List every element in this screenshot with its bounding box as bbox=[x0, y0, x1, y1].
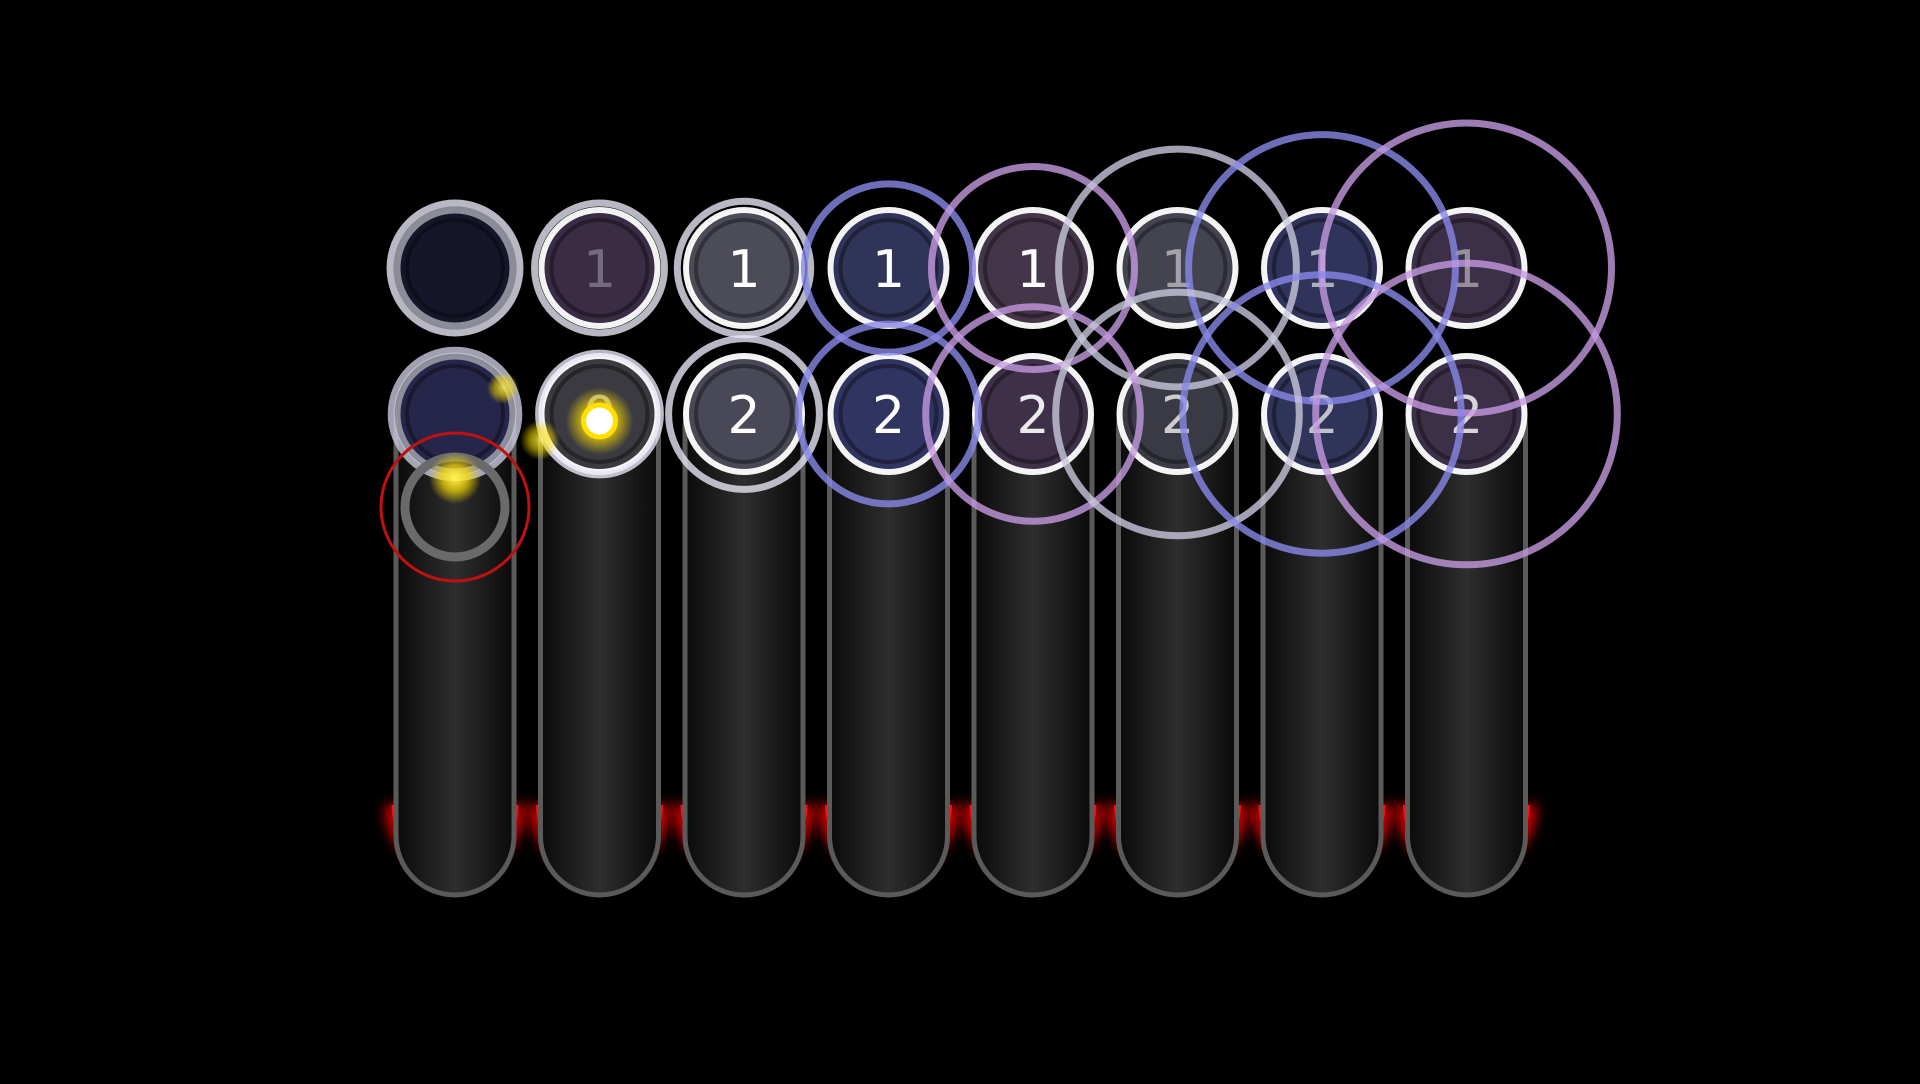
note-number-label: 2 bbox=[727, 386, 760, 446]
hit-spark bbox=[429, 452, 481, 504]
note-number-label: 2 bbox=[1016, 386, 1049, 446]
note-circle bbox=[827, 353, 950, 475]
note-bottom-5[interactable]: 2 bbox=[972, 353, 1094, 475]
note-number-label: 1 bbox=[872, 240, 905, 300]
approach-ring bbox=[928, 163, 1138, 373]
approach-ring bbox=[1318, 119, 1615, 417]
approach-ring bbox=[795, 320, 982, 508]
note-inner-shade bbox=[1416, 364, 1517, 464]
approach-ring bbox=[1052, 288, 1303, 540]
note-circle bbox=[393, 206, 517, 330]
note-circle bbox=[1405, 207, 1528, 329]
note-inner-shade bbox=[838, 364, 939, 464]
lane-2[interactable] bbox=[529, 367, 670, 898]
note-top-2[interactable]: 1 bbox=[538, 207, 661, 329]
approach-ring bbox=[535, 349, 664, 479]
note-number-label: 1 bbox=[1016, 240, 1049, 300]
note-circle bbox=[538, 207, 661, 329]
note-number-label: 1 bbox=[727, 240, 760, 300]
note-inner-shade bbox=[694, 364, 794, 464]
lane-3[interactable] bbox=[674, 367, 814, 898]
note-number-label: 2 bbox=[1161, 386, 1194, 446]
miss-indicator-ring bbox=[379, 431, 531, 583]
cursor-dot bbox=[581, 402, 618, 440]
note-inner-shade bbox=[1127, 218, 1228, 318]
note-inner-shade bbox=[694, 218, 794, 318]
approach-ring bbox=[531, 199, 668, 337]
approach-ring bbox=[800, 180, 977, 356]
note-inner-shade bbox=[549, 218, 650, 318]
note-inner-shade bbox=[838, 218, 939, 318]
note-inner-shade bbox=[1272, 218, 1372, 318]
note-inner-shade bbox=[549, 364, 650, 464]
hit-spark bbox=[487, 372, 519, 404]
note-number-label: 2 bbox=[1305, 386, 1338, 446]
approach-ring bbox=[1179, 271, 1465, 557]
hit-spark bbox=[520, 420, 560, 460]
approach-ring bbox=[1185, 131, 1459, 405]
note-inner-shade bbox=[1127, 364, 1228, 464]
approach-ring bbox=[665, 335, 823, 493]
note-top-3[interactable]: 1 bbox=[683, 207, 805, 329]
note-bottom-4[interactable]: 2 bbox=[827, 353, 950, 475]
lane-7[interactable] bbox=[1252, 367, 1392, 898]
approach-ring bbox=[1312, 259, 1621, 569]
note-number-label: 1 bbox=[583, 240, 616, 300]
approach-ring bbox=[922, 303, 1144, 525]
approach-ring bbox=[386, 199, 524, 337]
note-bottom-3[interactable]: 2 bbox=[683, 353, 805, 475]
note-inner-shade bbox=[405, 218, 505, 318]
note-inner-shade bbox=[983, 218, 1083, 318]
approach-ring bbox=[1055, 145, 1300, 391]
note-top-4[interactable]: 1 bbox=[827, 207, 950, 329]
note-number-label: 2 bbox=[872, 386, 905, 446]
approach-ring bbox=[673, 197, 815, 339]
note-top-1[interactable] bbox=[393, 206, 517, 330]
